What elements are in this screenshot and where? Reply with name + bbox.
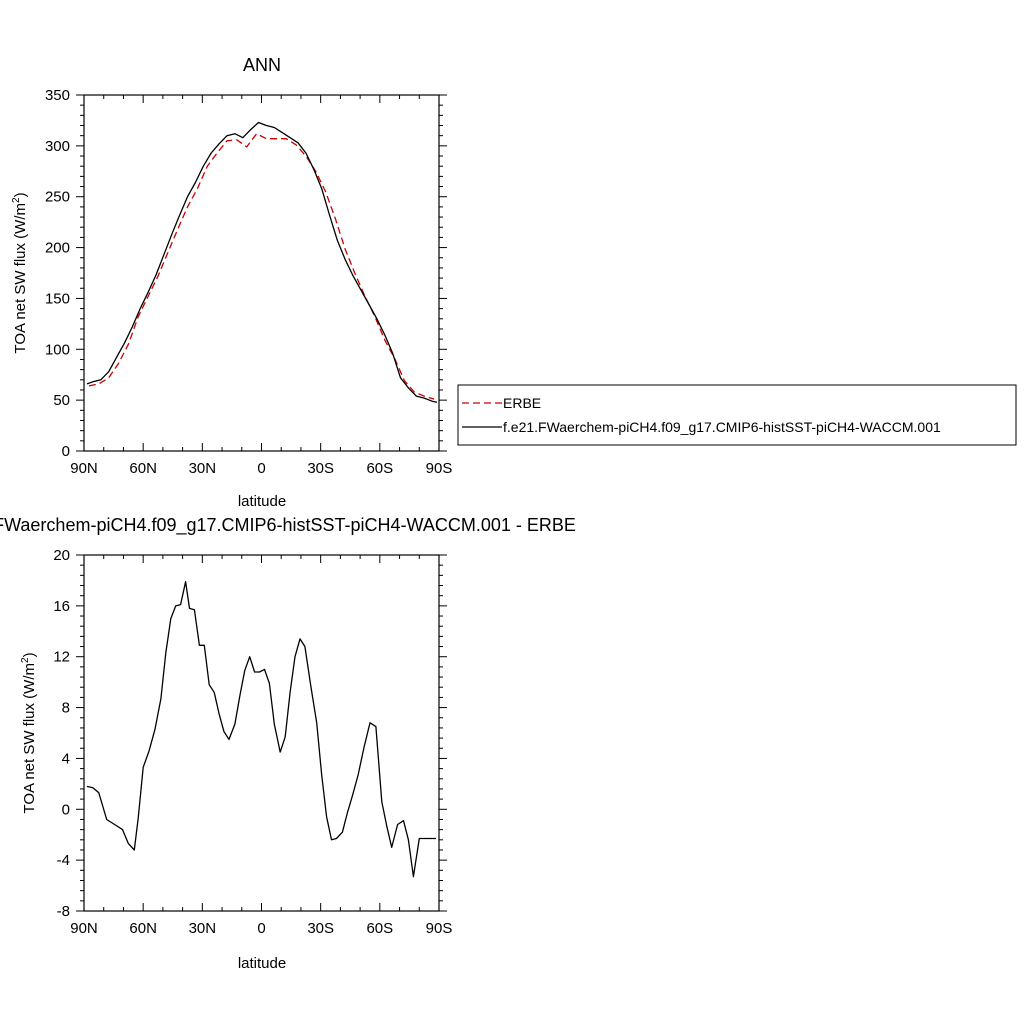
x-tick-label: 0 <box>257 920 265 937</box>
x-axis-label: latitude <box>238 493 286 510</box>
x-tick-label: 30N <box>189 460 217 477</box>
y-tick-label: 4 <box>62 750 70 767</box>
series-line-erbe <box>88 133 435 400</box>
x-tick-label: 90S <box>426 920 453 937</box>
chart-title: ANN <box>243 55 281 75</box>
y-tick-label: 150 <box>45 290 70 307</box>
y-tick-label: 350 <box>45 87 70 104</box>
x-tick-label: 0 <box>257 460 265 477</box>
y-axis-label-sup: 2 <box>11 197 22 203</box>
x-tick-labels: 90N 60N 30N 0 30S 60S 90S <box>70 460 452 477</box>
y-tick-label: 12 <box>53 649 70 666</box>
y-axis-label: TOA net SW flux (W/m2) <box>20 652 38 813</box>
tick-marks <box>76 554 447 912</box>
legend: ERBE f.e21.FWaerchem-piCH4.f09_g17.CMIP6… <box>457 384 1017 446</box>
legend-label-erbe: ERBE <box>503 395 541 411</box>
y-axis-label-sup: 2 <box>20 657 31 663</box>
y-tick-labels: -8 -4 0 4 8 12 16 20 <box>53 547 70 920</box>
legend-label-model: f.e21.FWaerchem-piCH4.f09_g17.CMIP6-hist… <box>503 419 941 435</box>
y-tick-label: 20 <box>53 547 70 564</box>
series-line-model <box>86 121 438 403</box>
y-tick-label: 200 <box>45 240 70 257</box>
x-tick-label: 60N <box>129 460 157 477</box>
x-tick-label: 60S <box>366 460 393 477</box>
y-tick-label: 16 <box>53 598 70 615</box>
series-lines <box>86 581 436 878</box>
panel-annual: ANN 90N 60N 30N 0 30S 60S 90S 0 50 100 150 200 250 3… <box>11 55 1017 510</box>
y-axis-label-text: TOA net SW flux (W/m <box>21 663 38 814</box>
x-tick-label: 60N <box>129 920 157 937</box>
x-tick-label: 90N <box>70 920 98 937</box>
panel-difference: f.e21.FWaerchem-piCH4.f09_g17.CMIP6-hist… <box>0 515 576 972</box>
y-axis-label: TOA net SW flux (W/m2) <box>11 192 29 353</box>
x-tick-labels: 90N 60N 30N 0 30S 60S 90S <box>70 920 452 937</box>
y-tick-label: 300 <box>45 138 70 155</box>
y-axis-label-close: ) <box>12 192 29 197</box>
y-axis-label-close: ) <box>21 652 38 657</box>
x-tick-label: 60S <box>366 920 393 937</box>
y-axis-label-text: TOA net SW flux (W/m <box>12 203 29 354</box>
x-tick-label: 90N <box>70 460 98 477</box>
x-tick-label: 30S <box>307 920 334 937</box>
chart-title: f.e21.FWaerchem-piCH4.f09_g17.CMIP6-hist… <box>0 515 576 536</box>
y-tick-label: 50 <box>53 392 70 409</box>
legend-box <box>457 384 1017 446</box>
series-lines <box>86 121 438 403</box>
y-tick-label: -8 <box>57 903 70 920</box>
y-tick-label: -4 <box>57 852 70 869</box>
x-tick-label: 90S <box>426 460 453 477</box>
y-tick-label: 0 <box>62 801 70 818</box>
y-tick-label: 250 <box>45 189 70 206</box>
series-line-difference <box>86 581 436 878</box>
x-axis-label: latitude <box>238 955 286 972</box>
y-tick-label: 0 <box>62 443 70 460</box>
y-tick-label: 100 <box>45 341 70 358</box>
x-tick-label: 30S <box>307 460 334 477</box>
x-tick-label: 30N <box>189 920 217 937</box>
y-tick-labels: 0 50 100 150 200 250 300 350 <box>45 87 70 460</box>
tick-marks <box>76 94 447 452</box>
y-tick-label: 8 <box>62 700 70 717</box>
